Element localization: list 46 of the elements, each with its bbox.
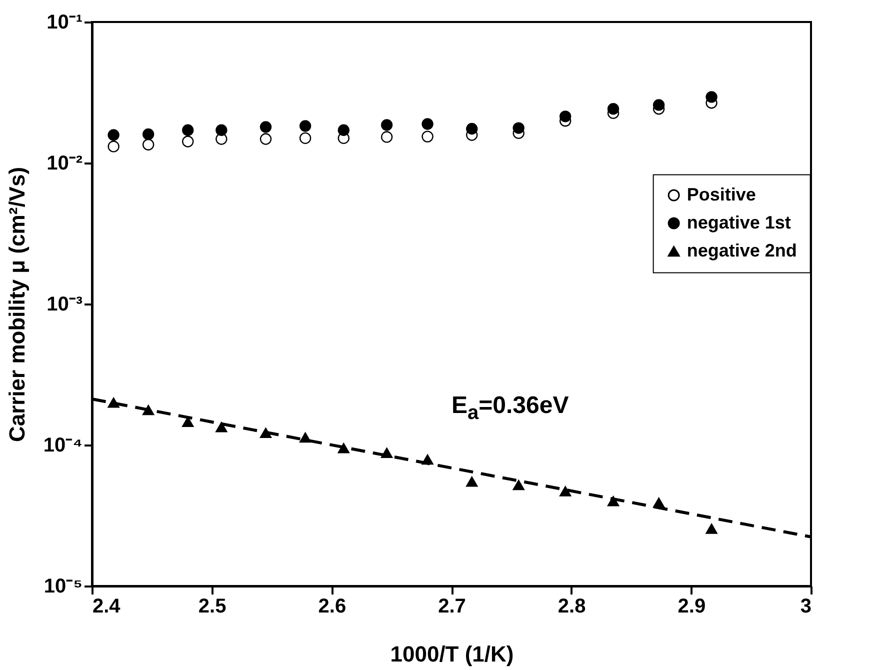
point — [607, 103, 620, 115]
point — [299, 132, 312, 144]
point — [512, 480, 524, 490]
annotation: E$_{a}$=0.36eV — [452, 392, 569, 426]
point — [560, 110, 572, 122]
point — [108, 129, 120, 141]
x-tick-label: 2.9 — [678, 596, 706, 618]
point — [422, 130, 434, 142]
point — [299, 120, 312, 132]
y-tick-label: 10⁻⁴ — [43, 434, 82, 456]
point — [380, 131, 393, 143]
point — [466, 122, 478, 135]
x-tick-label: 2.5 — [198, 596, 226, 618]
point — [560, 486, 572, 496]
point — [182, 136, 194, 148]
point — [422, 118, 434, 130]
x-axis-title: 1000/T (1/K) — [390, 642, 514, 666]
y-tick-label: 10⁻⁵ — [44, 576, 82, 598]
legend-label: Positive — [686, 184, 756, 204]
point — [706, 524, 718, 534]
point — [216, 422, 228, 432]
point — [142, 138, 154, 150]
x-tick-label: 3 — [800, 596, 812, 618]
x-tick-label: 2.4 — [92, 596, 122, 618]
point — [108, 140, 120, 152]
point — [466, 476, 478, 487]
point — [338, 124, 350, 136]
legend-label: negative 1st — [686, 212, 791, 232]
point — [216, 124, 228, 136]
y-tick-label: 10⁻² — [46, 152, 83, 174]
x-tick-label: 2.7 — [438, 596, 466, 618]
point — [260, 121, 272, 133]
point — [338, 443, 350, 454]
y-tick-label: 10⁻¹ — [46, 12, 83, 34]
point — [142, 128, 154, 140]
x-tick-label: 2.8 — [558, 596, 586, 618]
point — [706, 91, 718, 103]
y-axis-title: Carrier mobility μ (cm²/Vs) — [4, 166, 30, 442]
point — [652, 99, 665, 111]
point — [380, 119, 393, 131]
point — [260, 133, 272, 145]
point — [182, 124, 194, 136]
legend-label: negative 2nd — [686, 240, 797, 260]
x-tick-label: 2.6 — [318, 596, 346, 618]
y-tick-label: 10⁻³ — [46, 294, 83, 316]
point — [512, 122, 524, 134]
